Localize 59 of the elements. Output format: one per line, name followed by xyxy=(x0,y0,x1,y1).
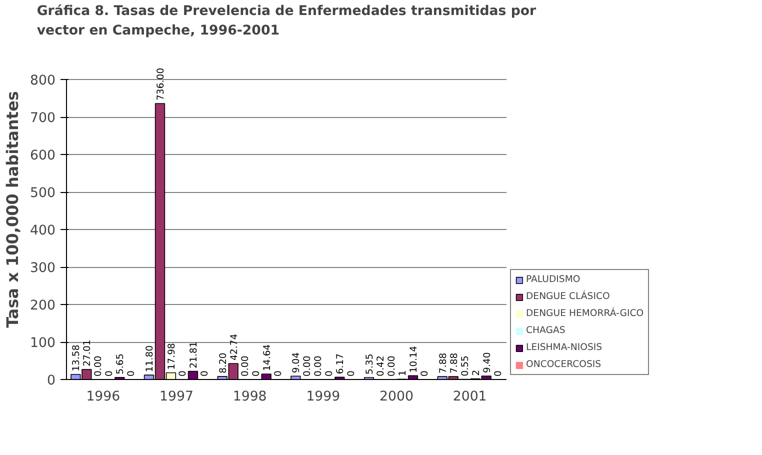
data-label: 13.58 xyxy=(71,344,82,372)
data-label: 0 xyxy=(126,370,138,376)
x-tick-label: 1997 xyxy=(160,390,194,404)
data-label: 11.80 xyxy=(144,345,156,372)
x-tick-label: 1996 xyxy=(86,390,120,404)
data-label: 0.00 xyxy=(93,356,104,376)
data-label: 17.98 xyxy=(166,342,178,370)
data-label: 27.01 xyxy=(82,340,94,366)
data-label: 5.35 xyxy=(364,354,376,374)
data-label: 0.42 xyxy=(376,356,386,376)
x-tick-label: 1998 xyxy=(232,390,267,404)
data-label: 1 xyxy=(398,370,408,376)
y-tick-label: 100 xyxy=(30,336,56,351)
data-label: 10.14 xyxy=(408,346,420,373)
data-label: 0 xyxy=(324,370,336,376)
chart-title: Gráfica 8. Tasas de Prevelencia de Enfermedades transmitidas por vector en Campeche, 1996-2001 xyxy=(36,4,537,38)
y-tick-label: 0 xyxy=(47,374,56,388)
x-tick-label: 2001 xyxy=(452,390,487,404)
data-label: 7.88 xyxy=(448,352,460,374)
data-label: 0 xyxy=(178,370,188,376)
data-label: 21.81 xyxy=(188,342,200,368)
y-axis-title: Tasa x 100,000 habitantes xyxy=(3,91,22,328)
data-label: 0 xyxy=(346,370,358,376)
data-label: 9.04 xyxy=(291,352,302,374)
data-label: 5.65 xyxy=(115,354,126,374)
data-label: 42.74 xyxy=(228,334,240,360)
y-tick-label: 500 xyxy=(30,186,56,201)
data-label: 0 xyxy=(492,370,504,376)
data-label: 0.00 xyxy=(240,356,251,376)
x-tick-label: 2000 xyxy=(380,390,414,404)
y-tick-label: 300 xyxy=(30,261,56,276)
legend-label: CHAGAS xyxy=(526,325,566,336)
y-tick-label: 200 xyxy=(30,298,56,314)
data-label: 736.00 xyxy=(156,68,166,100)
data-label: 0.00 xyxy=(302,356,314,376)
legend-label: DENGUE HEMORRÁ-GICO xyxy=(526,308,644,319)
data-label: 0 xyxy=(200,370,210,376)
data-label: 0 xyxy=(104,370,116,376)
y-tick-label: 400 xyxy=(30,224,56,238)
y-tick-label: 600 xyxy=(30,148,56,164)
y-tick-label: 700 xyxy=(30,111,56,126)
data-label: 8.20 xyxy=(218,352,229,374)
y-tick-label: 800 xyxy=(30,74,56,88)
data-label: 0 xyxy=(272,370,284,376)
x-tick-label: 1999 xyxy=(306,390,340,404)
legend-label: PALUDISMO xyxy=(526,274,580,285)
data-label: 0.00 xyxy=(313,356,324,376)
data-label: 9.40 xyxy=(482,352,493,373)
data-label: 14.64 xyxy=(262,344,273,372)
data-label: 2 xyxy=(470,370,482,376)
data-label: 0.00 xyxy=(386,356,398,376)
legend-label: ONCOCERCOSIS xyxy=(526,359,602,370)
data-label: 6.17 xyxy=(335,353,346,374)
data-label: 0.55 xyxy=(460,355,471,376)
data-label: 0 xyxy=(420,370,430,376)
legend-label: LEISHMA-NIOSIS xyxy=(526,342,602,353)
legend-label: DENGUE CLÁSICO xyxy=(526,291,610,302)
data-label: 7.88 xyxy=(438,352,449,374)
data-label: 0 xyxy=(250,370,262,376)
